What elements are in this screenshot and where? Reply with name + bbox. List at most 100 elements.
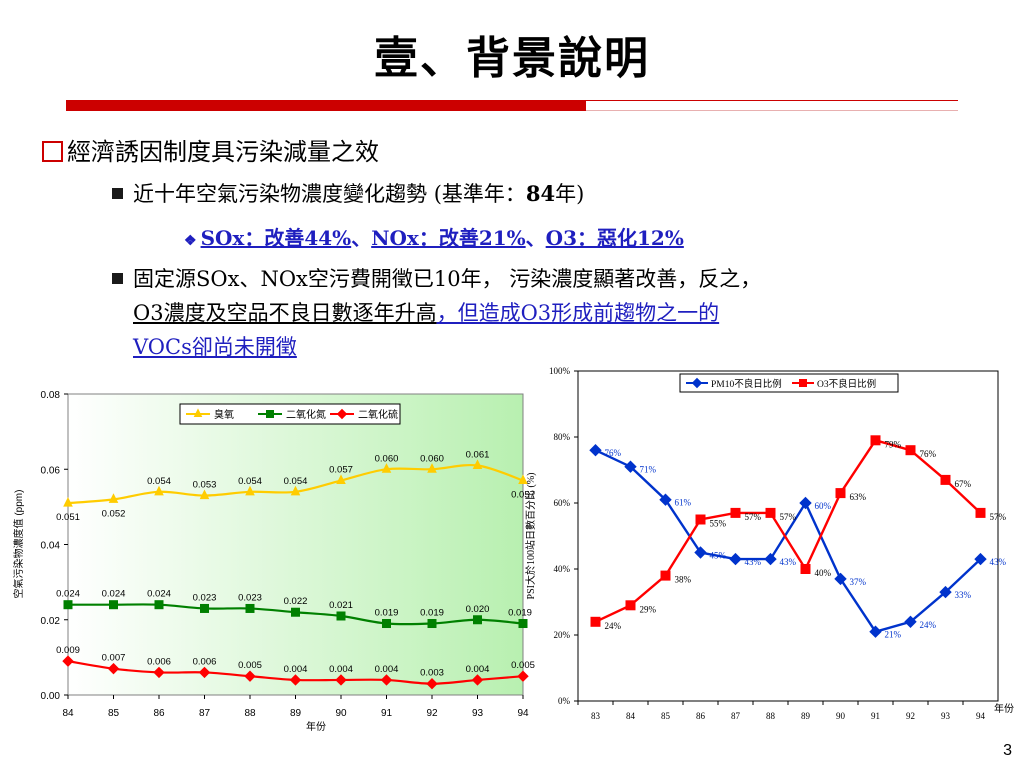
y-tick-label: 20% — [554, 630, 571, 640]
data-point — [694, 546, 707, 559]
legend-label: 二氧化硫 — [358, 408, 398, 421]
y-tick-label: 0% — [558, 696, 571, 706]
bullet-trend-tail: 年) — [555, 182, 585, 206]
data-point — [835, 488, 846, 499]
x-tick-label: 90 — [836, 711, 846, 721]
x-tick-label: 83 — [591, 711, 601, 721]
data-label: 0.005 — [238, 660, 262, 671]
o3-deterioration[interactable]: O3：惡化12% — [545, 226, 684, 250]
data-label: 45% — [710, 551, 727, 561]
data-label: 0.004 — [375, 664, 399, 675]
data-label: 76% — [920, 449, 937, 459]
data-point — [63, 496, 73, 507]
bullet-trend-text: 近十年空氣污染物濃度變化趨勢 — [133, 182, 427, 206]
data-label: 0.020 — [466, 604, 490, 615]
bullet-fee-line3[interactable]: VOCs卻尚未開徵 — [133, 335, 297, 359]
y-tick-label: 0.04 — [41, 541, 61, 552]
bullet-trend-num: 84 — [525, 181, 556, 206]
data-point — [382, 619, 391, 629]
nox-improvement[interactable]: NOx：改善21% — [371, 226, 526, 250]
y-tick-label: 0.00 — [41, 691, 61, 702]
data-point — [624, 460, 637, 473]
data-label: 71% — [640, 465, 657, 475]
data-label: 40% — [815, 568, 832, 578]
x-tick-label: 94 — [517, 708, 529, 719]
data-label: 0.021 — [329, 600, 353, 611]
data-point — [291, 607, 300, 617]
y-tick-label: 80% — [554, 432, 571, 442]
bullet-fee-line1b: 污染濃度顯著改善，反之， — [509, 267, 762, 291]
data-point — [473, 615, 482, 625]
legend-marker — [193, 408, 203, 417]
data-label: 38% — [675, 575, 692, 585]
data-label: 0.004 — [466, 664, 490, 675]
data-point — [517, 670, 529, 682]
bullet-fee-line2a: O3濃度及空品不良日數逐年升高 — [133, 301, 437, 325]
bullet-fee-line2b[interactable]: ，但造成O3形成前趨物之一的 — [436, 301, 720, 325]
data-label: 43% — [780, 557, 797, 567]
data-label: 43% — [745, 557, 762, 567]
data-label: 0.024 — [147, 589, 171, 600]
bullet-fee-line1a: 固定源SOx、NOx空污費開徵已10年， — [133, 267, 503, 291]
x-axis-label: 年份 — [994, 702, 1014, 715]
x-tick-label: 86 — [153, 708, 165, 719]
data-label: 0.004 — [329, 664, 353, 675]
data-label: 55% — [710, 519, 727, 529]
data-point — [764, 552, 777, 566]
data-label: 0.060 — [420, 453, 444, 464]
x-tick-label: 87 — [199, 708, 211, 719]
data-label: 29% — [640, 604, 657, 614]
y-tick-label: 60% — [554, 498, 571, 508]
x-tick-label: 94 — [976, 711, 986, 721]
y-tick-label: 0.02 — [41, 616, 61, 627]
data-label: 43% — [990, 557, 1007, 567]
data-point — [869, 625, 882, 638]
data-point — [427, 619, 437, 629]
title-rule — [586, 100, 958, 101]
sox-improvement[interactable]: SOx：改善44% — [200, 226, 352, 250]
data-point — [765, 507, 776, 518]
legend-label: 二氧化氮 — [286, 408, 326, 421]
data-label: 0.023 — [193, 592, 217, 603]
square-bullet-icon — [112, 188, 123, 199]
x-tick-label: 91 — [871, 711, 880, 721]
hollow-square-bullet-icon — [42, 141, 63, 162]
data-label: 0.019 — [375, 608, 399, 619]
x-tick-label: 86 — [696, 711, 706, 721]
x-tick-label: 92 — [906, 711, 915, 721]
data-point — [834, 572, 847, 586]
data-label: 0.006 — [147, 656, 171, 667]
data-label: 0.053 — [193, 480, 217, 491]
bullet-trend-open: ( — [433, 182, 442, 206]
legend-label: PM10不良日比例 — [711, 378, 782, 390]
data-point — [245, 603, 255, 613]
y-tick-label: 100% — [549, 366, 571, 376]
x-tick-label: 87 — [731, 711, 741, 721]
data-point — [289, 674, 302, 686]
x-tick-label: 85 — [661, 711, 671, 721]
data-label: 33% — [955, 590, 972, 600]
data-label: 0.022 — [284, 596, 308, 607]
data-label: 0.003 — [420, 668, 444, 679]
data-label: 57% — [990, 512, 1007, 522]
data-point — [336, 611, 346, 621]
legend-marker — [691, 377, 703, 389]
data-point — [380, 674, 393, 686]
data-label: 0.054 — [284, 476, 308, 487]
x-tick-label: 93 — [941, 711, 951, 721]
bullet-fee: 固定源SOx、NOx空污費開徵已10年， 污染濃度顯著改善，反之， O3濃度及空… — [112, 262, 982, 364]
series-line-1 — [594, 438, 982, 623]
data-label: 0.052 — [102, 508, 126, 519]
data-point — [518, 619, 528, 629]
slide-title: 壹、背景說明 — [374, 33, 650, 84]
data-label: 0.061 — [466, 449, 490, 460]
data-point — [660, 570, 671, 581]
data-point — [245, 485, 255, 496]
data-point — [154, 485, 164, 496]
square-bullet-icon — [112, 273, 123, 284]
y-tick-label: 40% — [554, 564, 571, 574]
plot-area — [67, 393, 524, 696]
data-label: 0.024 — [56, 589, 80, 600]
data-point — [695, 514, 706, 525]
